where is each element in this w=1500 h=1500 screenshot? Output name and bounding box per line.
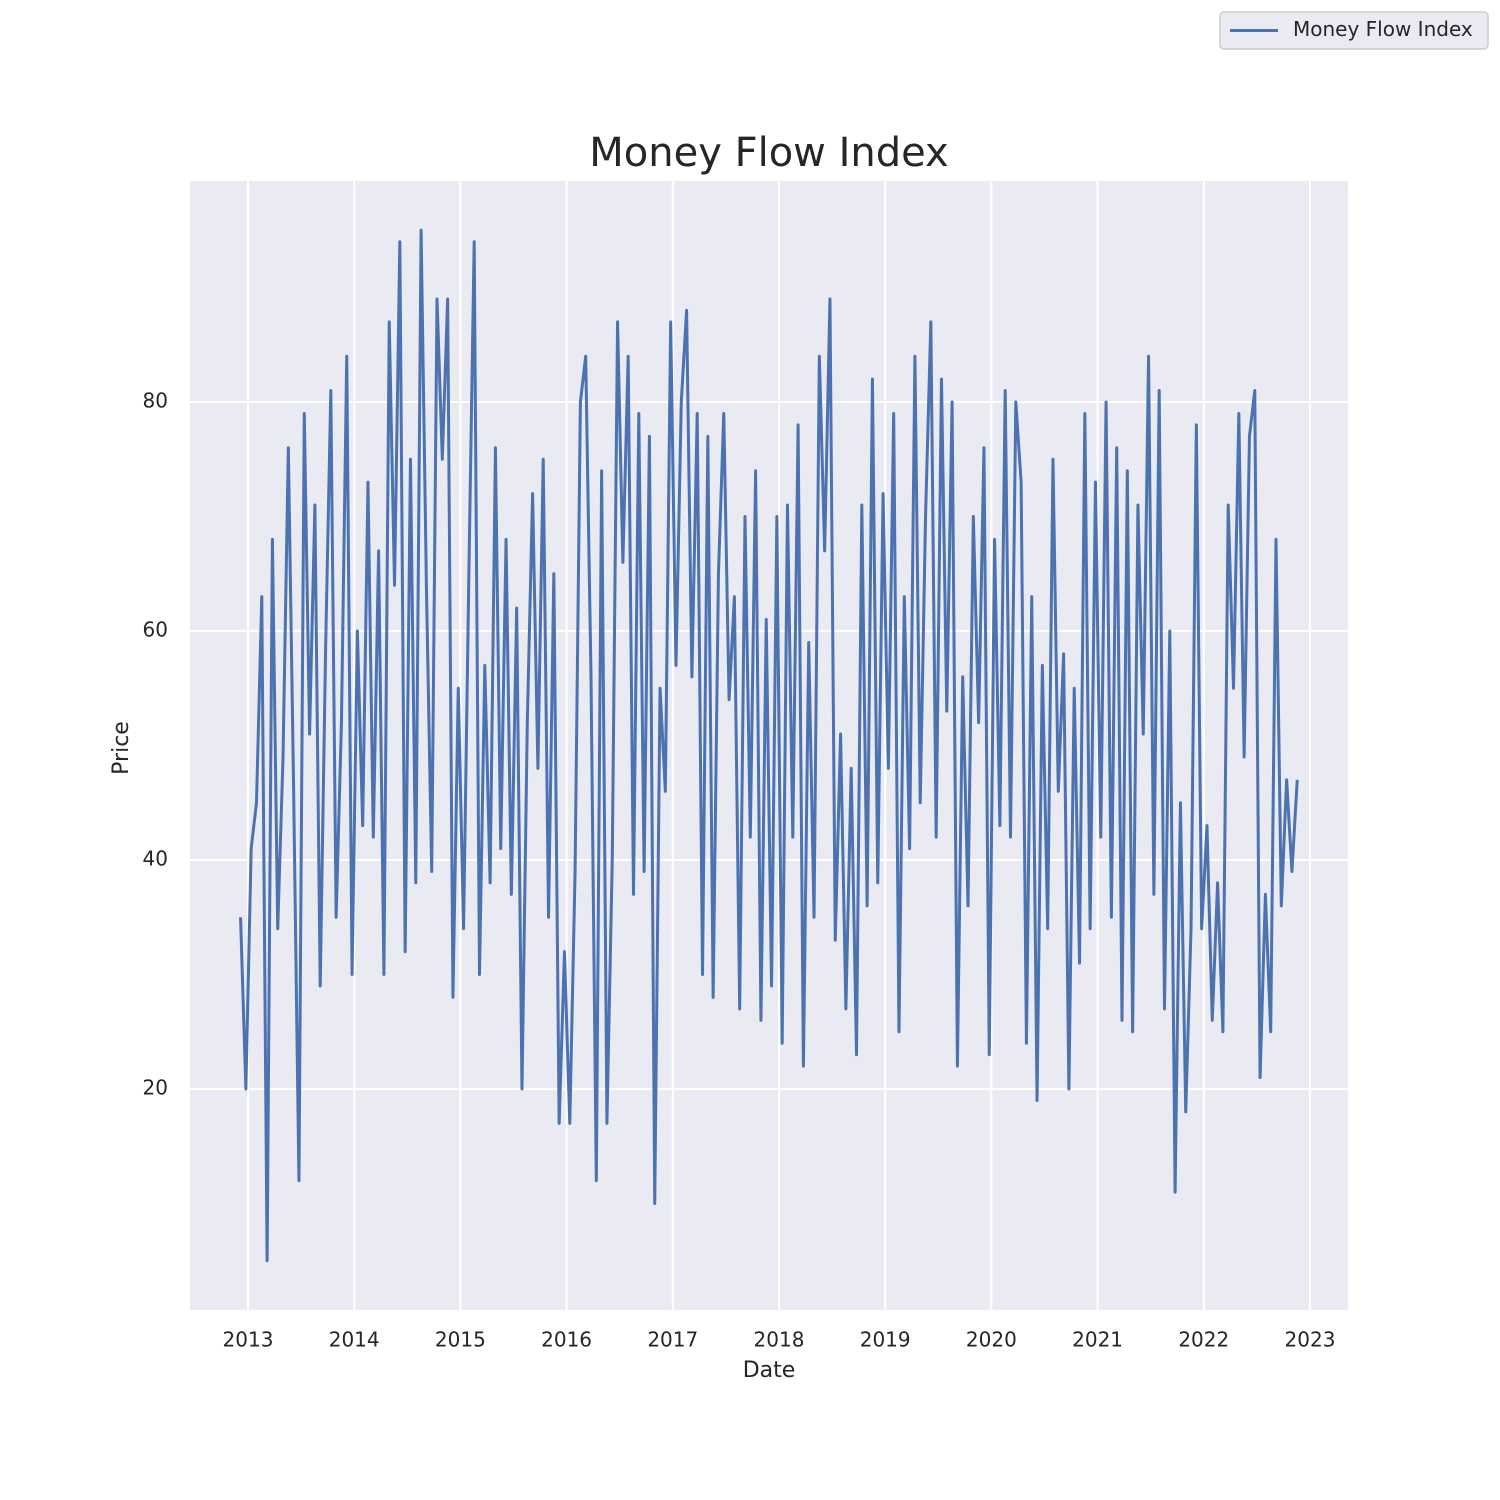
y-tick-label: 20 (143, 1076, 168, 1100)
x-tick-label: 2018 (754, 1328, 805, 1352)
x-tick-label: 2016 (541, 1328, 592, 1352)
data-line (239, 228, 1299, 1263)
legend-box (1219, 11, 1489, 50)
y-tick-label: 40 (143, 847, 168, 871)
x-tick-label: 2023 (1285, 1328, 1336, 1352)
x-tick-label: 2020 (966, 1328, 1017, 1352)
legend-label: Money Flow Index (1293, 17, 1473, 41)
x-tick-label: 2017 (647, 1328, 698, 1352)
x-tick-label: 2022 (1178, 1328, 1229, 1352)
x-tick-label: 2019 (860, 1328, 911, 1352)
chart-title: Money Flow Index (589, 130, 948, 176)
x-axis-label: Date (743, 1358, 796, 1383)
y-tick-label: 80 (143, 388, 168, 412)
x-tick-label: 2013 (223, 1328, 274, 1352)
x-tick-label: 2015 (435, 1328, 486, 1352)
y-tick-label: 60 (143, 617, 168, 641)
y-axis-label: Price (109, 721, 134, 775)
x-tick-label: 2014 (329, 1328, 380, 1352)
x-tick-label: 2021 (1072, 1328, 1123, 1352)
